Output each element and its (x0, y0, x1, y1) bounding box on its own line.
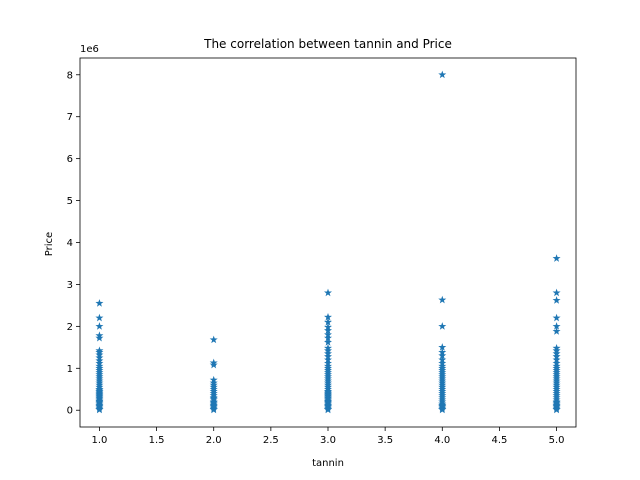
data-point (552, 313, 561, 322)
plot-frame (79, 57, 577, 428)
chart-title: The correlation between tannin and Price (203, 37, 452, 51)
data-point (95, 396, 104, 405)
x-tick-label: 4.5 (491, 435, 507, 446)
data-point (209, 394, 218, 402)
data-point (209, 405, 218, 414)
y-tick-label: 3 (67, 280, 73, 291)
data-point (552, 398, 561, 407)
x-tick-label: 2.0 (206, 435, 222, 446)
data-point (324, 288, 332, 297)
data-point (438, 70, 447, 79)
data-point (438, 401, 447, 409)
data-point (95, 333, 104, 342)
x-axis-title: tannin (312, 458, 344, 469)
data-point (438, 322, 447, 330)
data-point (95, 313, 104, 322)
x-tick-label: 4.0 (434, 435, 450, 446)
data-point (438, 351, 447, 360)
data-point (95, 405, 104, 414)
x-axis-ticks: 1.0 1.5 2.0 2.5 3.0 3.5 4.0 4.5 5.0 (91, 427, 565, 446)
data-point (438, 343, 447, 351)
scatter-points (95, 70, 561, 414)
data-point (552, 296, 561, 304)
y-offset-label: 1e6 (80, 44, 99, 55)
y-tick-label: 0 (67, 406, 73, 417)
data-point (552, 322, 561, 330)
y-tick-label: 8 (67, 70, 73, 81)
data-point (324, 338, 332, 346)
y-tick-label: 7 (67, 112, 73, 123)
x-tick-label: 3.5 (377, 435, 393, 446)
x-tick-label: 2.5 (263, 435, 279, 446)
y-tick-label: 6 (67, 154, 73, 165)
y-tick-label: 2 (67, 322, 73, 333)
data-point (324, 312, 332, 321)
data-point (324, 317, 332, 326)
data-point (95, 299, 104, 307)
data-point (552, 254, 561, 262)
y-axis-ticks: 0 1 2 3 4 5 6 7 8 (67, 70, 80, 417)
data-point (552, 288, 561, 297)
data-point (209, 335, 218, 344)
data-point (552, 327, 561, 335)
data-point (95, 385, 104, 394)
data-point (324, 388, 332, 396)
data-point (438, 295, 447, 304)
y-axis-title: Price (44, 232, 55, 256)
data-point (209, 360, 218, 369)
x-tick-label: 1.5 (149, 435, 165, 446)
data-point (95, 322, 104, 330)
x-tick-label: 1.0 (91, 435, 107, 446)
x-tick-label: 3.0 (320, 435, 336, 446)
y-tick-label: 4 (67, 238, 73, 249)
data-point (324, 333, 332, 342)
data-point (209, 401, 218, 409)
data-point (552, 401, 561, 409)
data-point (324, 405, 332, 414)
y-tick-label: 5 (67, 196, 73, 207)
x-tick-label: 5.0 (549, 435, 565, 446)
data-point (324, 396, 332, 405)
data-point (209, 398, 218, 407)
data-point (438, 405, 447, 414)
y-tick-label: 1 (67, 364, 73, 375)
data-point (552, 405, 561, 414)
data-point (324, 401, 332, 409)
data-point (95, 401, 104, 409)
data-point (324, 326, 332, 334)
